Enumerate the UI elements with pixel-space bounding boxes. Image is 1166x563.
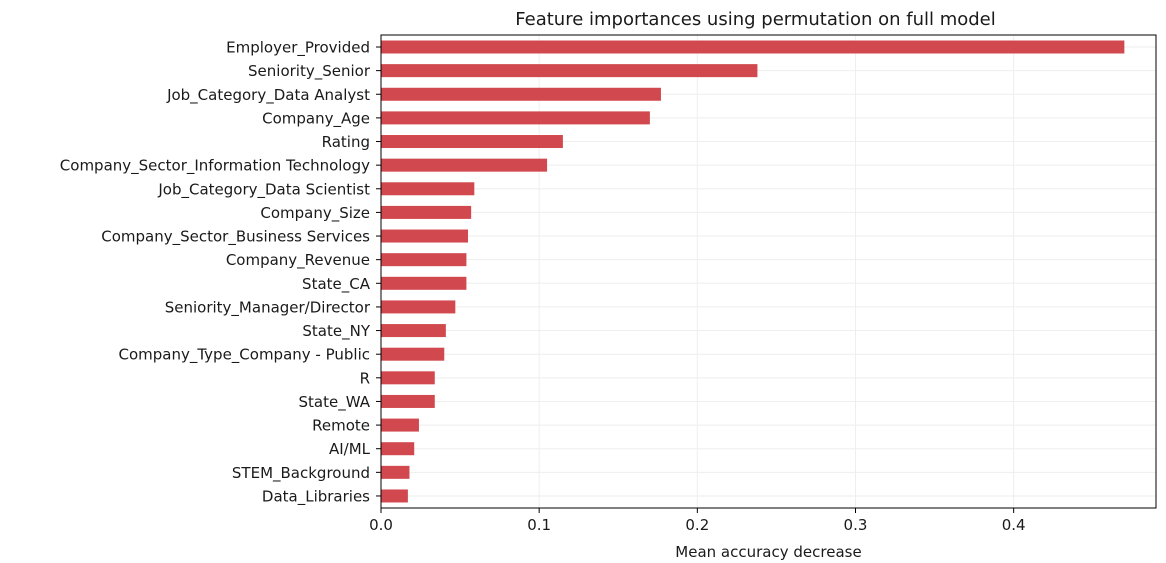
y-tick-label: State_NY bbox=[302, 322, 370, 341]
y-tick-label: Job_Category_Data Analyst bbox=[166, 86, 370, 105]
y-tick-label: Company_Revenue bbox=[226, 251, 370, 270]
bar bbox=[381, 135, 563, 149]
bar bbox=[381, 158, 548, 172]
y-tick-label: Remote bbox=[312, 417, 370, 435]
y-tick-label: Employer_Provided bbox=[226, 39, 370, 58]
x-tick-label: 0.2 bbox=[685, 516, 709, 534]
bar bbox=[381, 111, 650, 125]
y-tick-label: Seniority_Manager/Director bbox=[165, 298, 371, 317]
bar bbox=[381, 205, 472, 219]
y-tick-label: Company_Size bbox=[260, 204, 370, 223]
grid-lines bbox=[380, 35, 1156, 508]
y-tick-label: State_WA bbox=[299, 393, 371, 412]
bar bbox=[381, 371, 435, 385]
y-tick-label: R bbox=[360, 369, 370, 387]
y-tick-label: AI/ML bbox=[329, 440, 371, 458]
plot-frame bbox=[380, 34, 1157, 509]
bar bbox=[381, 64, 758, 78]
bar bbox=[381, 40, 1125, 54]
y-tick-label: Job_Category_Data Scientist bbox=[157, 180, 370, 199]
y-axis-ticks: Employer_Provided Seniority_Senior Job_Cat… bbox=[60, 39, 381, 506]
bar bbox=[381, 418, 419, 432]
y-tick-label: Rating bbox=[322, 133, 370, 151]
bar bbox=[381, 465, 410, 479]
y-tick-label: Seniority_Senior bbox=[248, 62, 371, 81]
y-tick-label: Company_Type_Company - Public bbox=[118, 346, 370, 365]
x-tick-label: 0.0 bbox=[369, 516, 393, 534]
y-tick-label: Company_Sector_Information Technology bbox=[60, 157, 370, 176]
x-tick-label: 0.3 bbox=[844, 516, 868, 534]
bar bbox=[381, 87, 661, 101]
x-axis-ticks: 0.0 0.1 0.2 0.3 0.4 bbox=[369, 508, 1026, 534]
x-tick-label: 0.1 bbox=[527, 516, 551, 534]
bar bbox=[381, 182, 475, 196]
bar bbox=[381, 229, 468, 243]
bar bbox=[381, 394, 435, 408]
bar bbox=[381, 300, 456, 314]
y-tick-label: Data_Libraries bbox=[262, 487, 370, 506]
y-tick-label: STEM_Background bbox=[232, 464, 370, 483]
x-tick-label: 0.4 bbox=[1002, 516, 1026, 534]
bar bbox=[381, 489, 408, 503]
bar bbox=[381, 276, 467, 290]
bar bbox=[381, 442, 415, 456]
bar bbox=[381, 253, 467, 267]
chart-title: Feature importances using permutation on… bbox=[515, 9, 996, 30]
y-tick-label: Company_Age bbox=[262, 109, 370, 128]
y-tick-label: Company_Sector_Business Services bbox=[101, 228, 370, 247]
bar bbox=[381, 324, 446, 338]
y-tick-label: State_CA bbox=[302, 275, 371, 294]
x-axis-label: Mean accuracy decrease bbox=[675, 543, 861, 561]
bars bbox=[381, 40, 1125, 503]
bar bbox=[381, 347, 445, 361]
